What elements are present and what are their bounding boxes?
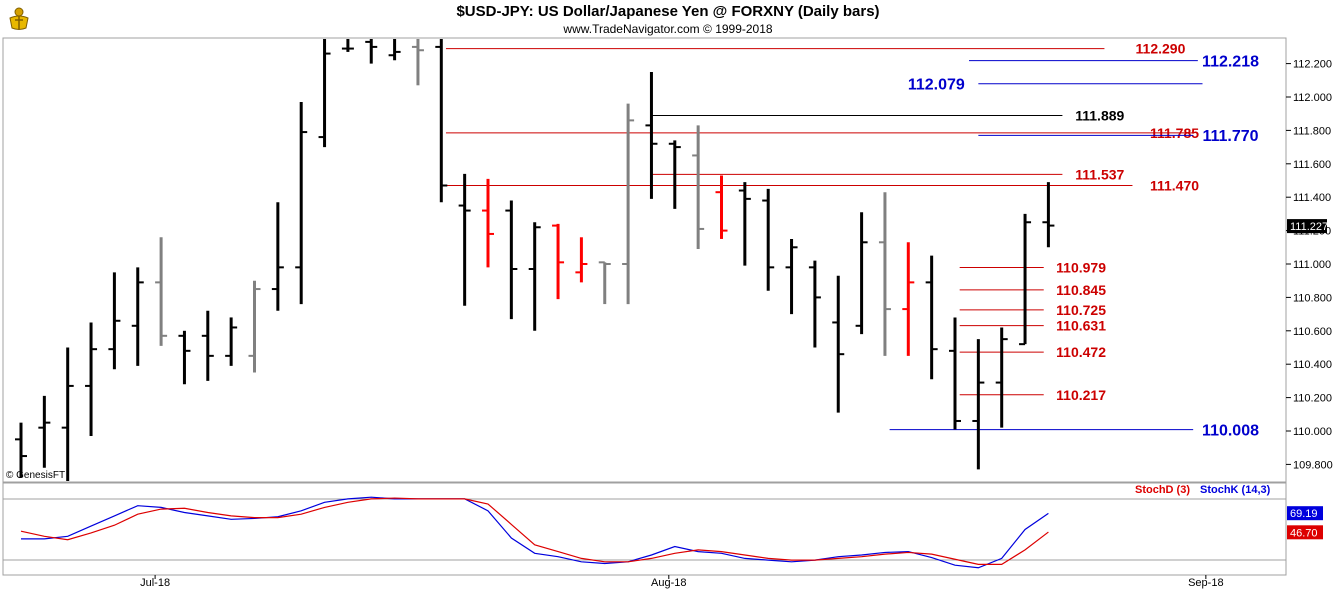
stoch-value-label: 46.70 <box>1290 527 1318 539</box>
trade-navigator-logo-icon <box>9 7 29 30</box>
level-label: 110.008 <box>1202 422 1259 439</box>
stochastic-lines: 69.19 46.70 <box>20 496 1323 569</box>
level-label: 110.472 <box>1056 344 1106 360</box>
level-label: 110.631 <box>1056 318 1106 334</box>
price-tick-label: 110.600 <box>1293 326 1332 338</box>
price-tick-label: 111.000 <box>1293 259 1331 271</box>
stochastic-legend: StochD (3) StochK (14,3) <box>1135 484 1271 496</box>
price-tick-label: 110.000 <box>1293 426 1332 438</box>
price-tick-label: 110.800 <box>1293 292 1332 304</box>
watermark: © GenesisFT <box>6 470 65 481</box>
stoch-legend-entry: StochK (14,3) <box>1200 484 1271 496</box>
price-bars <box>15 39 1055 481</box>
price-tick-label: 109.800 <box>1293 459 1333 471</box>
price-tick-label: 112.200 <box>1293 59 1332 71</box>
stochk-line <box>21 496 1049 569</box>
stochastic-panel-frame <box>2 482 1287 576</box>
level-label: 110.979 <box>1056 260 1106 276</box>
chart-subtitle: www.TradeNavigator.com © 1999-2018 <box>563 22 773 36</box>
price-tick-label: 111.400 <box>1293 192 1331 204</box>
level-label: 110.845 <box>1056 282 1106 298</box>
last-price-label: 111.227 <box>1290 221 1328 233</box>
date-tick-label: Aug-18 <box>651 577 686 589</box>
price-axis: 109.800 110.000 110.200 110.400 110.600 110.8… <box>1286 59 1333 471</box>
stoch-legend-entry: StochD (3) <box>1135 484 1190 496</box>
stoch-value-box <box>1287 525 1323 540</box>
chart-title: $USD-JPY: US Dollar/Japanese Yen @ FORXN… <box>456 3 880 20</box>
level-label: 112.290 <box>1136 41 1186 57</box>
price-tick-label: 111.800 <box>1293 125 1331 137</box>
level-label: 111.470 <box>1150 178 1199 194</box>
price-tick-label: 111.600 <box>1293 159 1331 171</box>
level-label: 111.770 <box>1202 128 1258 145</box>
date-tick-label: Jul-18 <box>140 577 170 589</box>
level-lines: 112.290 112.218 112.079 111.889 111.785 111.7… <box>445 41 1259 439</box>
stoch-value-label: 69.19 <box>1290 508 1318 520</box>
price-tick-label: 110.200 <box>1293 393 1332 405</box>
level-label: 112.218 <box>1202 53 1259 70</box>
price-tick-label: 110.400 <box>1293 359 1332 371</box>
date-axis: Jul-18 Aug-18 Sep-18 <box>140 575 1224 589</box>
stoch-value-box <box>1287 506 1323 521</box>
stochd-line <box>20 497 1049 565</box>
price-tick-label: 112.000 <box>1293 92 1332 104</box>
level-label: 110.725 <box>1056 302 1106 318</box>
level-label: 110.217 <box>1056 387 1106 403</box>
price-panel-frame <box>2 37 1287 483</box>
level-label: 111.537 <box>1075 166 1124 182</box>
date-tick-label: Sep-18 <box>1188 577 1223 589</box>
last-price-box <box>1287 219 1327 234</box>
level-label: 111.889 <box>1075 108 1124 124</box>
level-label: 111.785 <box>1150 125 1199 141</box>
level-label: 112.079 <box>908 77 965 94</box>
